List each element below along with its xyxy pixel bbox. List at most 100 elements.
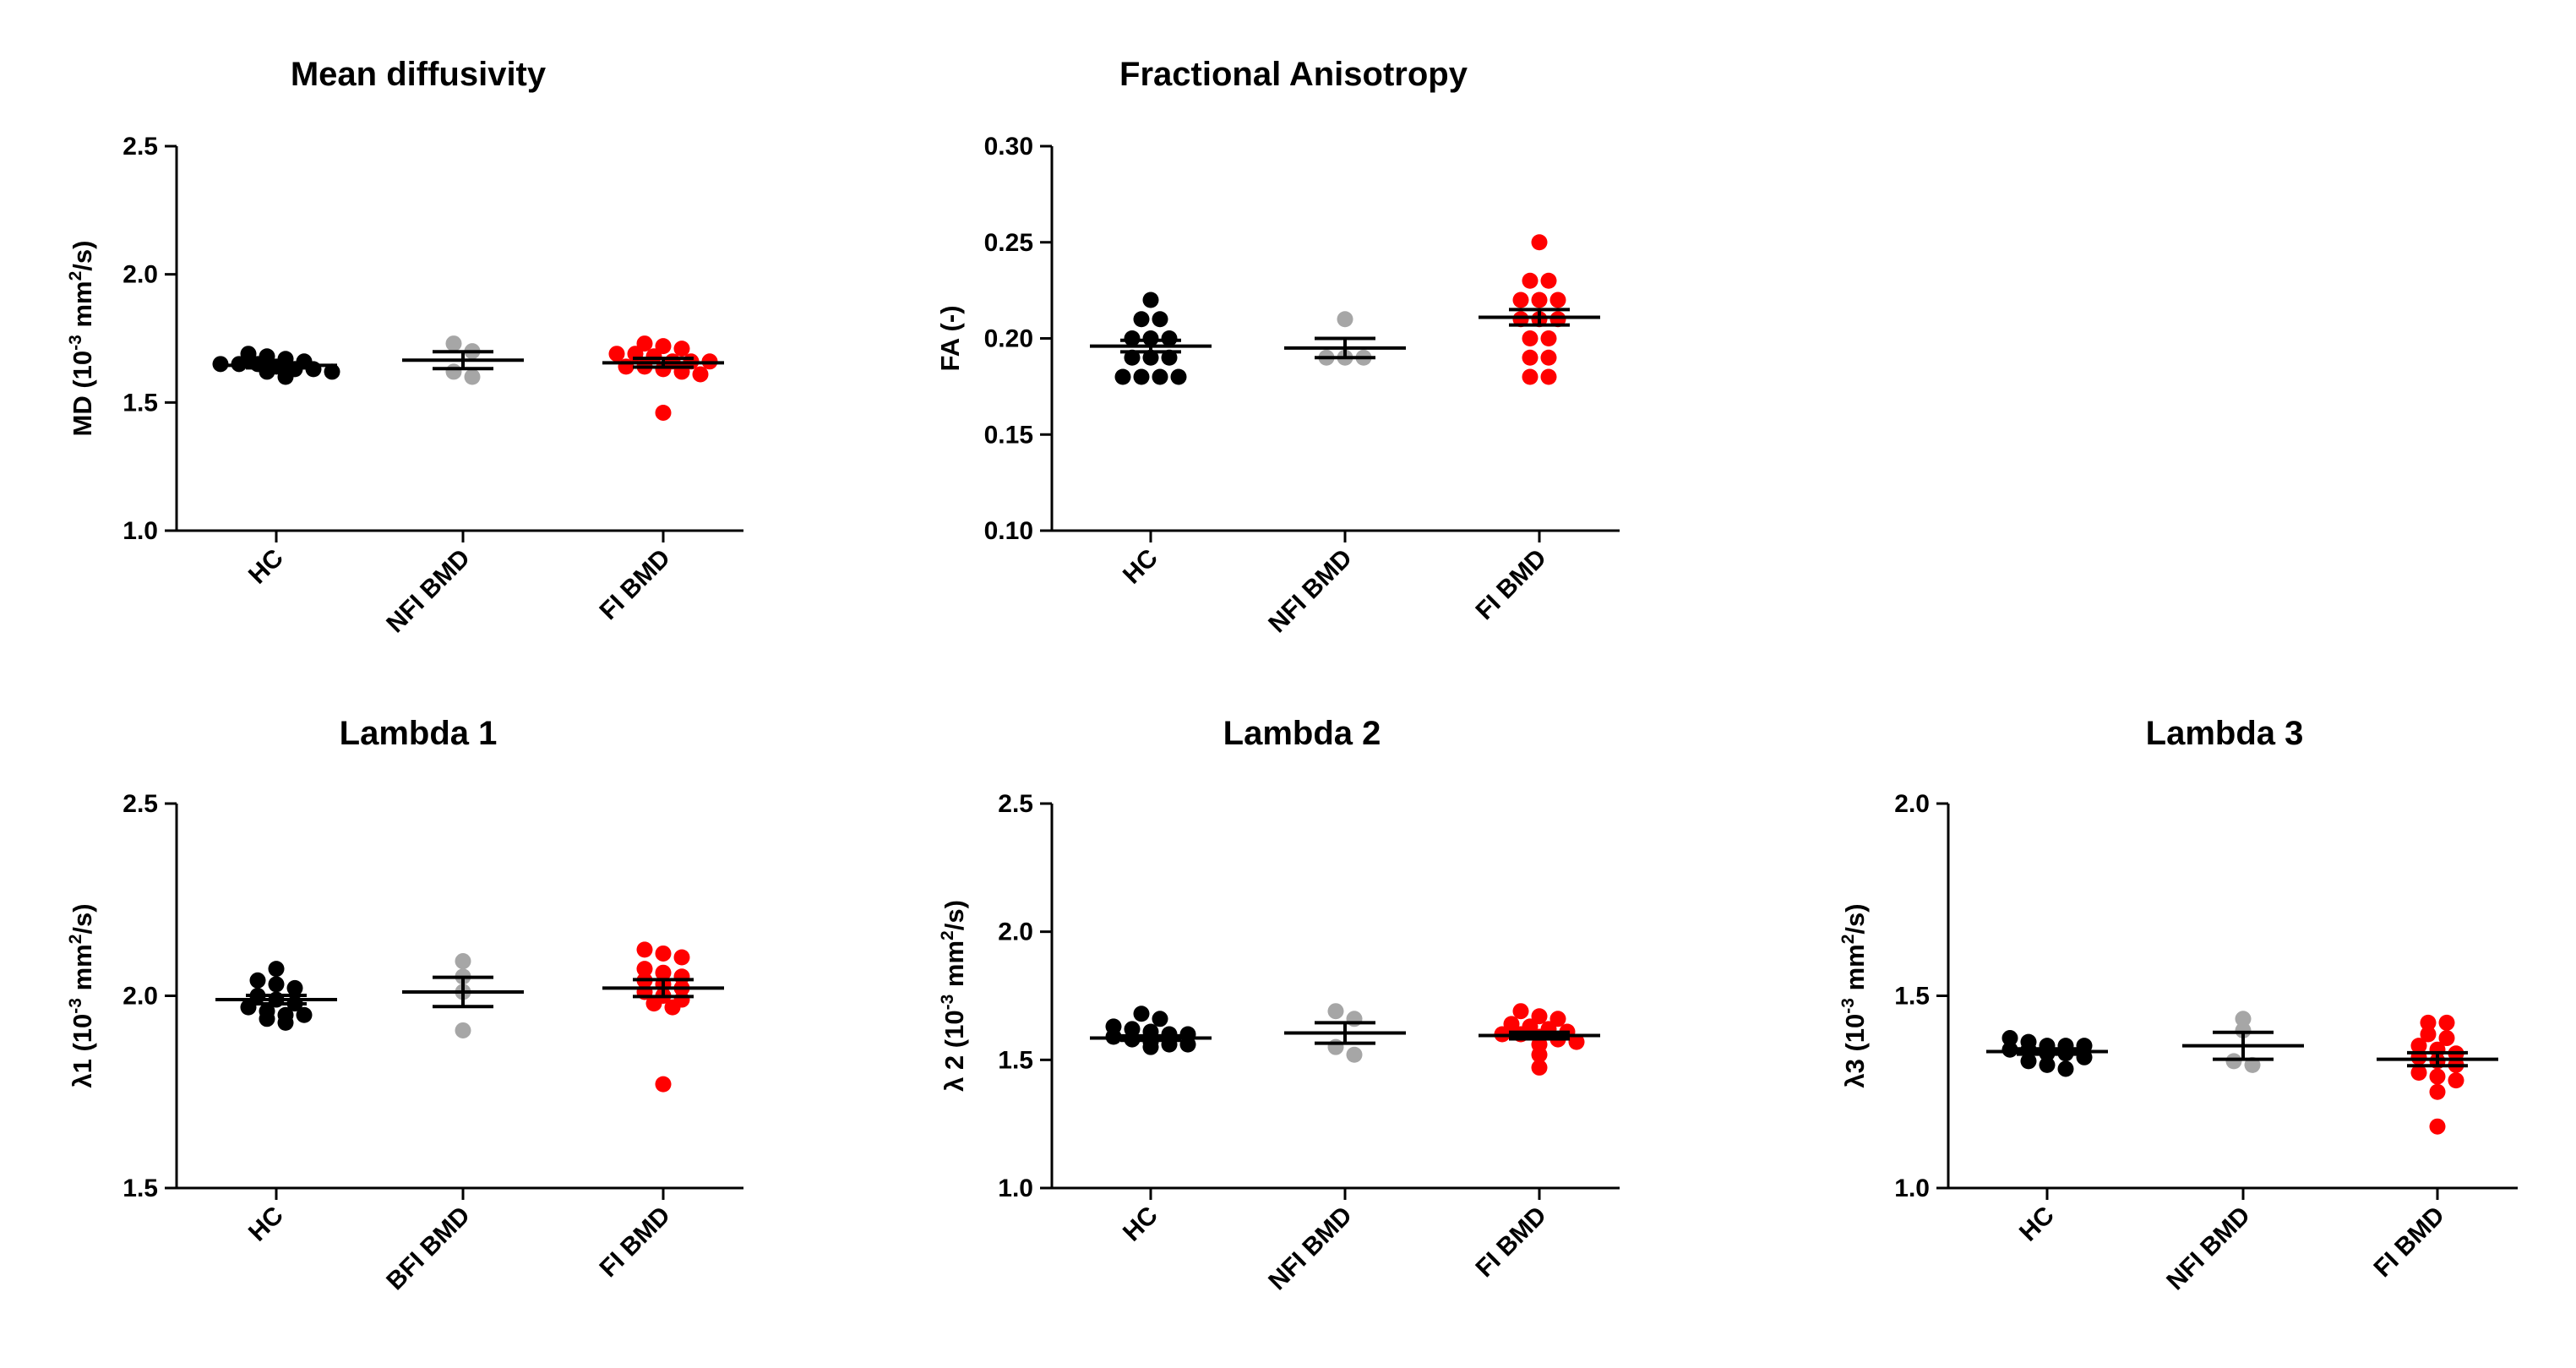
data-points — [1114, 234, 1566, 385]
data-point-hc — [1161, 349, 1178, 366]
chart-title: Lambda 1 — [340, 715, 498, 752]
chart-panel-1: Mean diffusivity 1.0 1.5 2.0 2.5 HC NFI BMD FI … — [66, 56, 743, 638]
data-point-hc — [1170, 368, 1187, 385]
data-point-fi-bmd — [636, 335, 653, 352]
data-point-fi-bmd — [673, 341, 690, 357]
data-point-nfi-bmd — [1337, 311, 1353, 328]
y-tick-label: 1.5 — [123, 389, 158, 417]
data-point-fi-bmd — [1503, 1016, 1520, 1033]
x-category-label: NFI BMD — [1263, 544, 1358, 639]
data-point-hc — [277, 1014, 294, 1031]
x-category-label: HC — [243, 544, 289, 590]
data-point-fi-bmd — [636, 961, 653, 978]
x-category-label: FI BMD — [595, 544, 676, 625]
data-point-nfi-bmd — [1327, 1038, 1344, 1055]
y-tick-label: 2.0 — [1894, 790, 1930, 818]
data-point-hc — [1133, 1006, 1150, 1022]
data-point-fi-bmd — [2410, 1038, 2427, 1055]
data-point-fi-bmd — [655, 361, 672, 378]
data-point-bfi-bmd — [455, 953, 471, 970]
y-tick-label: 0.20 — [984, 325, 1033, 353]
y-axis-label-part: mm — [939, 940, 969, 995]
data-point-nfi-bmd — [1327, 1003, 1344, 1020]
data-point-hc — [249, 972, 266, 989]
y-tick-label: 2.0 — [123, 261, 158, 289]
data-point-hc — [2076, 1049, 2093, 1066]
y-axis-label-part: mm — [1840, 944, 1870, 998]
y-tick-label: 2.5 — [123, 133, 158, 161]
chart-panel-5: Lambda 3 1.0 1.5 2.0 HC NFI BMD FI BMD λ3 (10-3… — [1838, 715, 2518, 1295]
data-point-hc — [2039, 1056, 2056, 1073]
data-point-hc — [277, 368, 294, 385]
y-tick-label: 1.5 — [1894, 983, 1930, 1011]
data-point-fi-bmd — [655, 338, 672, 355]
data-point-fi-bmd — [1512, 292, 1529, 308]
data-point-fi-bmd — [2410, 1065, 2427, 1081]
y-axis-label-part: 2 — [66, 271, 85, 281]
data-point-fi-bmd — [1531, 234, 1548, 251]
y-tick-label: 2.5 — [123, 790, 158, 818]
x-category-label: HC — [1118, 1202, 1163, 1247]
chart-title: Mean diffusivity — [291, 56, 547, 93]
data-point-nfi-bmd — [445, 363, 462, 380]
y-tick-label: 0.15 — [984, 421, 1033, 449]
data-point-fi-bmd — [1549, 292, 1566, 308]
data-point-nfi-bmd — [2235, 1011, 2252, 1027]
y-axis-label: MD (10-3 mm2/s) — [66, 241, 97, 437]
data-point-fi-bmd — [2438, 1014, 2455, 1031]
data-point-hc — [324, 363, 340, 380]
y-axis-label-part: 2 — [1838, 935, 1858, 945]
y-axis-label-part: /s) — [1840, 903, 1870, 934]
data-point-nfi-bmd — [445, 335, 462, 352]
y-tick-label: 0.25 — [984, 229, 1033, 257]
data-point-fi-bmd — [2429, 1083, 2446, 1100]
y-axis-label-part: λ3 (10 — [1840, 1014, 1870, 1088]
chart-title: Lambda 3 — [2146, 715, 2304, 752]
data-point-fi-bmd — [1522, 349, 1539, 366]
data-point-fi-bmd — [2420, 1026, 2437, 1043]
data-point-hc — [1161, 330, 1178, 346]
y-tick-label: 2.0 — [123, 983, 158, 1011]
data-points — [2001, 1011, 2464, 1135]
x-category-label: FI BMD — [595, 1202, 676, 1283]
y-axis-label-part: 2 — [938, 930, 957, 940]
data-point-fi-bmd — [1549, 311, 1566, 328]
data-point-hc — [1142, 1038, 1159, 1055]
data-point-fi-bmd — [2429, 1068, 2446, 1085]
y-axis-label-part: -3 — [938, 995, 957, 1011]
y-axis-label: λ 2 (10-3 mm2/s) — [938, 900, 969, 1092]
y-tick-label: 1.5 — [123, 1175, 158, 1202]
data-point-fi-bmd — [655, 1076, 672, 1093]
x-category-label: HC — [243, 1202, 289, 1247]
data-point-hc — [1152, 311, 1168, 328]
data-point-nfi-bmd — [2235, 1022, 2252, 1038]
data-point-hc — [1124, 349, 1141, 366]
y-axis-label-part: /s) — [68, 903, 97, 934]
data-point-hc — [1133, 368, 1150, 385]
data-point-hc — [240, 346, 257, 362]
data-point-hc — [1152, 1011, 1168, 1027]
data-point-fi-bmd — [1540, 272, 1557, 289]
x-category-label: HC — [1118, 544, 1163, 590]
data-point-fi-bmd — [1531, 1046, 1548, 1063]
data-point-hc — [296, 1006, 313, 1023]
data-point-fi-bmd — [1522, 368, 1539, 385]
data-point-hc — [2057, 1060, 2074, 1077]
data-point-fi-bmd — [1540, 349, 1557, 366]
y-axis-label-part: mm — [68, 944, 97, 998]
data-point-hc — [1114, 368, 1131, 385]
data-point-nfi-bmd — [1346, 1011, 1363, 1027]
data-point-hc — [2001, 1041, 2018, 1058]
y-axis-label-part: λ 2 (10 — [939, 1010, 969, 1092]
y-axis-label-part: /s) — [939, 900, 969, 930]
data-point-hc — [240, 999, 257, 1016]
data-point-fi-bmd — [673, 949, 690, 966]
data-point-fi-bmd — [645, 995, 662, 1012]
y-axis-label-part: mm — [68, 281, 97, 335]
data-point-nfi-bmd — [464, 368, 481, 385]
data-point-hc — [2076, 1038, 2093, 1055]
chart-panel-3: Lambda 1 1.5 2.0 2.5 HC BFI BMD FI BMD λ1 (10-3… — [66, 715, 743, 1295]
y-tick-label: 2.0 — [998, 918, 1033, 946]
y-tick-label: 1.5 — [998, 1046, 1033, 1074]
data-point-fi-bmd — [1512, 1003, 1529, 1020]
